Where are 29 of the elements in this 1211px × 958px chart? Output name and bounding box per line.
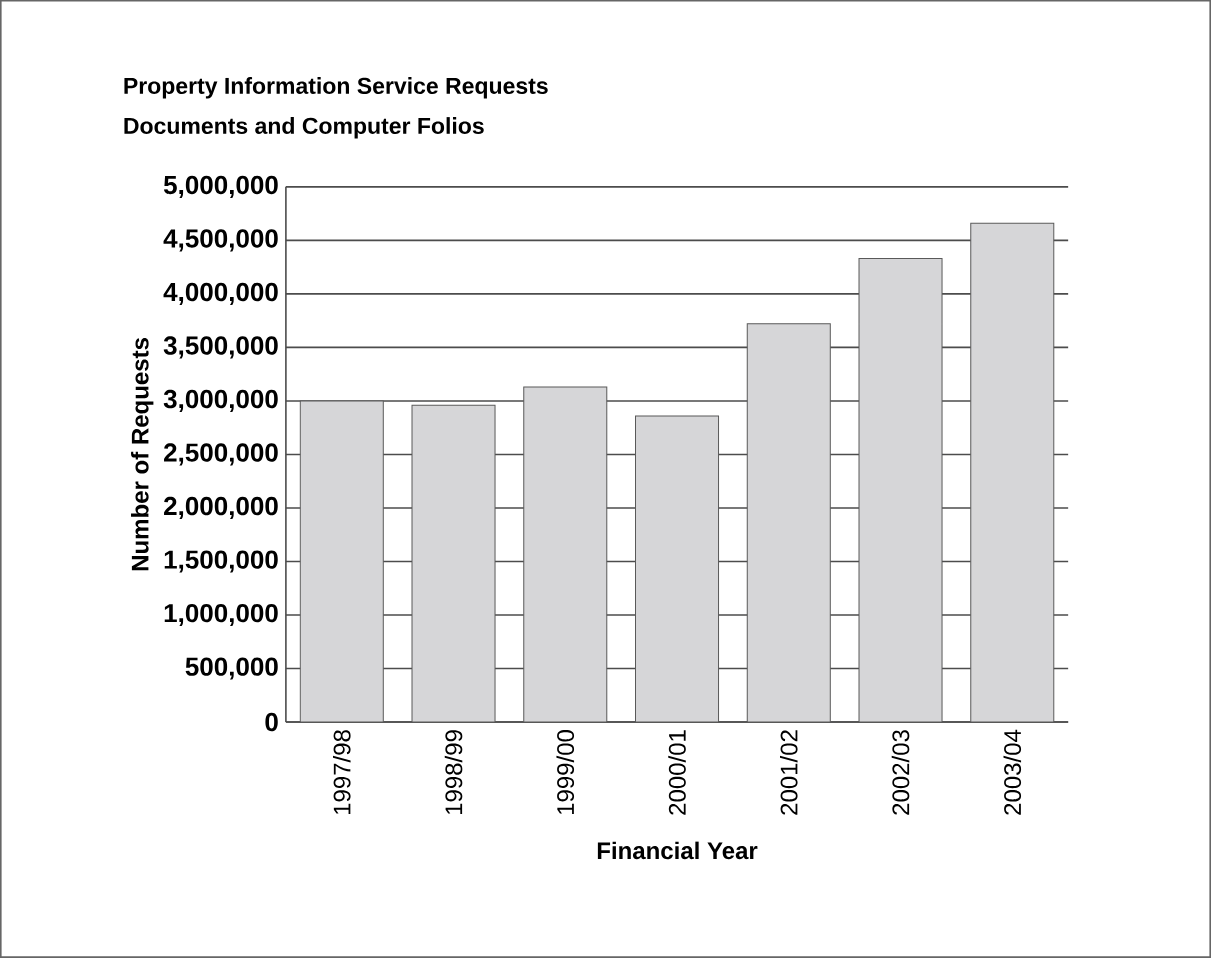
y-tick-label: 1,000,000 [164, 603, 278, 627]
y-tick-label: 2,000,000 [164, 496, 278, 520]
y-tick-label: 5,000,000 [163, 175, 278, 198]
x-tick-label: 2001/02 [779, 730, 798, 815]
chart-title: Property Information Service Requests [124, 77, 548, 99]
y-tick-label: 500,000 [185, 657, 278, 680]
x-tick-label: 1999/00 [556, 730, 575, 815]
x-tick-label: 2003/04 [1003, 729, 1022, 815]
y-tick-label: 3,000,000 [163, 389, 278, 413]
y-axis-title: Number of Requests [131, 338, 154, 571]
y-tick-label: 4,000,000 [163, 282, 278, 306]
bar [635, 415, 719, 723]
y-tick-label: 3,500,000 [163, 336, 278, 359]
bar [300, 400, 384, 723]
x-tick-label: 1998/99 [444, 730, 463, 815]
x-tick-label: 1997/98 [332, 730, 351, 815]
x-axis-title: Financial Year [597, 841, 758, 860]
y-tick-label: 1,500,000 [164, 550, 278, 573]
bar [747, 323, 831, 723]
x-tick-label: 2000/01 [668, 730, 686, 815]
y-tick-label: 4,500,000 [163, 229, 278, 252]
bar [412, 405, 496, 723]
y-tick-label: 2,500,000 [164, 443, 278, 466]
chart-subtitle: Documents and Computer Folios [124, 117, 484, 139]
y-tick-label: 0 [265, 712, 278, 732]
bar [970, 222, 1055, 723]
bar [859, 258, 943, 723]
x-tick-label: 2002/03 [891, 730, 910, 815]
bar [523, 387, 607, 723]
